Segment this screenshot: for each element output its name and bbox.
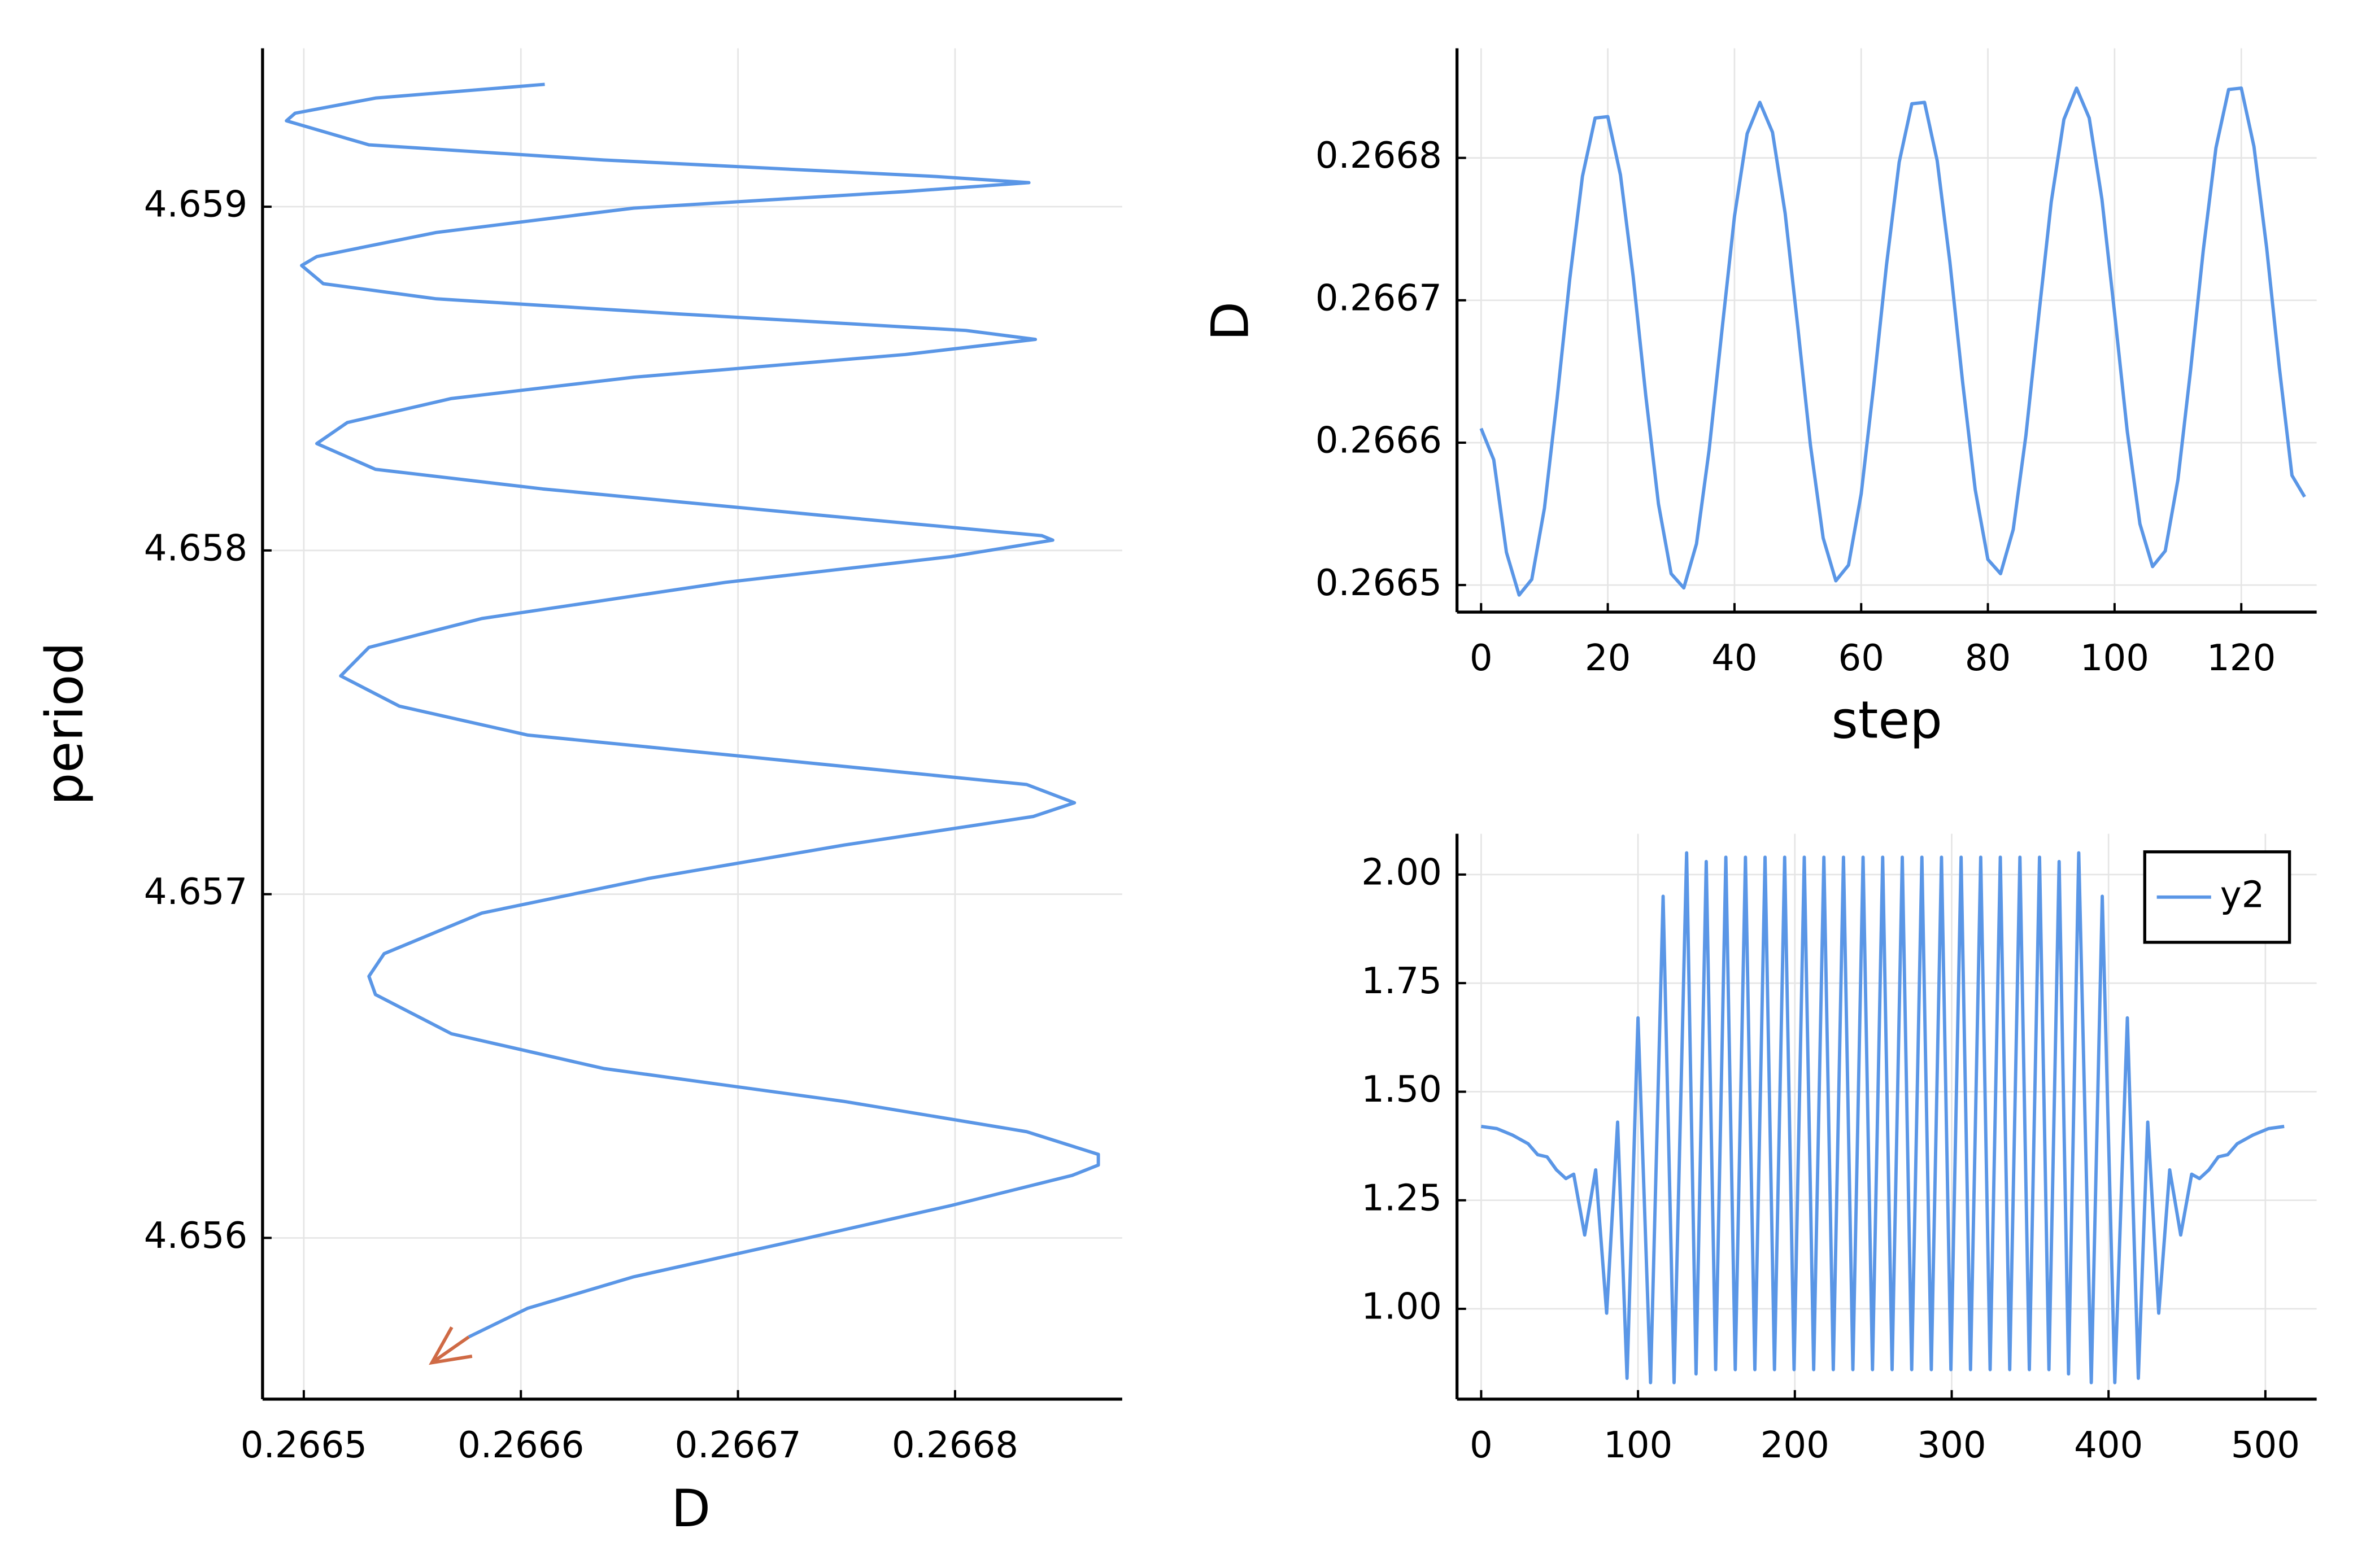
x-tick-label: 0.2666: [457, 1425, 584, 1466]
x-tick-label: 60: [1838, 637, 1884, 679]
y-tick-label: 1.25: [1361, 1177, 1442, 1219]
x-tick-label: 0: [1470, 637, 1493, 679]
y-tick-label: 4.659: [144, 184, 247, 226]
x-tick-label: 20: [1585, 637, 1631, 679]
arrow: [429, 1326, 473, 1365]
x-tick-label: 100: [2080, 637, 2149, 679]
y-tick-label: 1.50: [1361, 1069, 1442, 1111]
y-tick-label: 1.00: [1361, 1286, 1442, 1328]
x-tick-label: 100: [1603, 1425, 1672, 1466]
y-tick-label: 0.2665: [1315, 562, 1442, 604]
y-tick-label: 0.2666: [1315, 420, 1442, 462]
y-tick-label: 1.75: [1361, 960, 1442, 1002]
x-tick-label: 0: [1470, 1425, 1493, 1466]
y-axis-label: period: [35, 642, 94, 805]
x-tick-label: 0.2668: [892, 1425, 1018, 1466]
x-tick-label: 0.2667: [674, 1425, 801, 1466]
x-tick-label: 400: [2074, 1425, 2143, 1466]
data-line: [1479, 86, 2306, 597]
y-tick-label: 4.657: [144, 871, 247, 913]
x-tick-label: 0.2665: [241, 1425, 367, 1466]
x-axis-label: step: [1831, 691, 1942, 750]
legend-label: y2: [2220, 874, 2265, 916]
x-axis-label: D: [671, 1479, 711, 1539]
x-tick-label: 200: [1761, 1425, 1829, 1466]
data-line: [1481, 851, 2285, 1384]
x-tick-label: 80: [1965, 637, 2011, 679]
y-tick-label: 4.658: [144, 527, 247, 569]
x-tick-label: 300: [1917, 1425, 1986, 1466]
y-axis-label: D: [1201, 302, 1260, 341]
y-tick-label: 2.00: [1361, 851, 1442, 893]
y-tick-label: 4.656: [144, 1215, 247, 1257]
y-tick-label: 0.2668: [1315, 135, 1442, 177]
legend-box: [2143, 850, 2291, 944]
x-tick-label: 40: [1711, 637, 1758, 679]
x-tick-label: 120: [2207, 637, 2276, 679]
y-tick-label: 0.2667: [1315, 277, 1442, 319]
data-line: [285, 82, 1100, 1339]
x-tick-label: 500: [2231, 1425, 2300, 1466]
